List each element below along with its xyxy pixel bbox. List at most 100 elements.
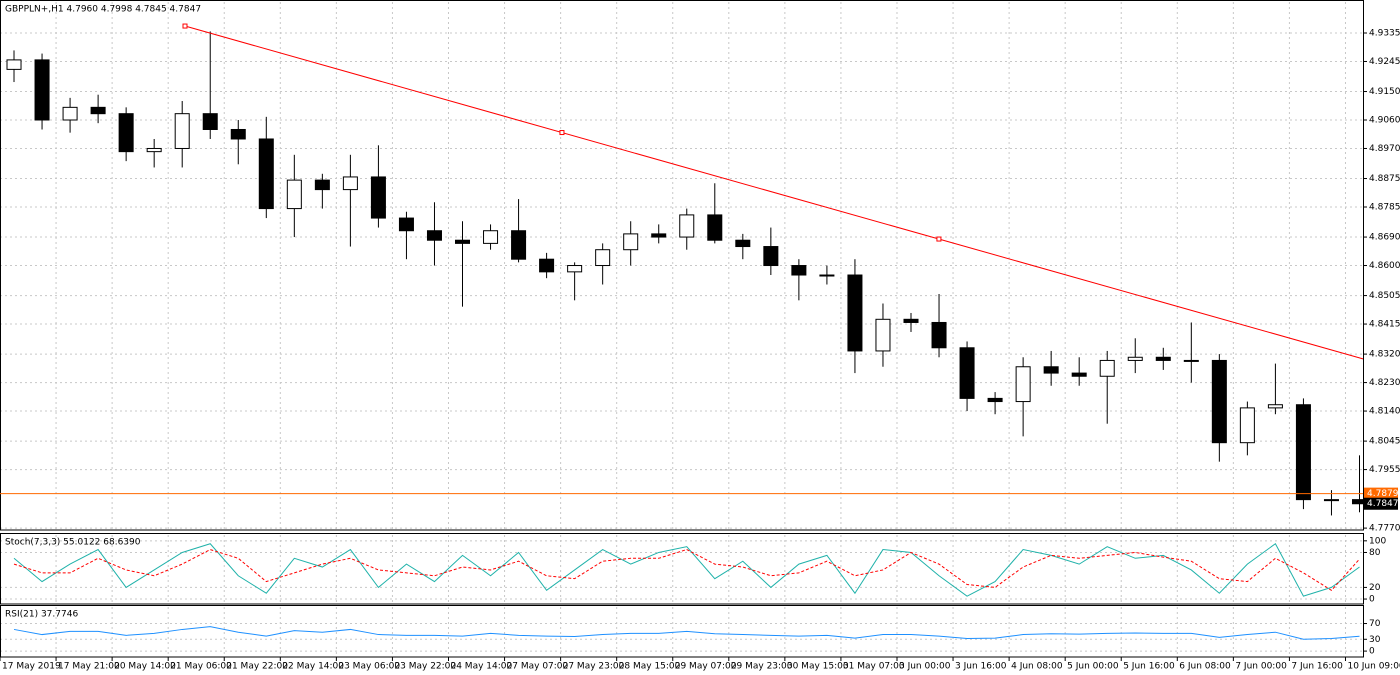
x-tick-label: 4 Jun 08:00 bbox=[1011, 662, 1063, 672]
y-tick-label: 4.8505 bbox=[1369, 291, 1400, 301]
y-tick-label: 4.8045 bbox=[1369, 437, 1400, 447]
y-tick-label: 4.7955 bbox=[1369, 465, 1400, 475]
candle-body bbox=[931, 321, 947, 349]
indicator-line bbox=[13, 549, 1360, 591]
x-tick-label: 28 May 15:00 bbox=[619, 662, 681, 672]
trend-line bbox=[184, 25, 1364, 360]
y-tick-label: 4.9150 bbox=[1369, 87, 1400, 97]
candle-body bbox=[1155, 356, 1171, 361]
x-tick-label: 3 Jun 16:00 bbox=[955, 662, 1007, 672]
y-tick-label: 4.8230 bbox=[1369, 378, 1400, 388]
candle-body bbox=[174, 113, 190, 149]
x-tick-label: 27 May 23:00 bbox=[563, 662, 625, 672]
trend-handle bbox=[559, 130, 565, 136]
candle-body bbox=[539, 258, 555, 273]
y-tick-label: 100 bbox=[1369, 536, 1386, 546]
trend-handle bbox=[936, 236, 942, 242]
y-tick-label: 0 bbox=[1369, 647, 1375, 657]
x-tick-label: 29 May 23:00 bbox=[731, 662, 793, 672]
x-tick-label: 27 May 07:00 bbox=[507, 662, 569, 672]
x-tick-label: 17 May 21:00 bbox=[58, 662, 120, 672]
trend-handle bbox=[182, 23, 188, 29]
candle-body bbox=[286, 179, 302, 210]
y-tick-label: 4.9060 bbox=[1369, 116, 1400, 126]
bid-tag-bg bbox=[1364, 497, 1398, 510]
x-tick-label: 20 May 14:00 bbox=[114, 662, 176, 672]
x-tick-label: 5 Jun 16:00 bbox=[1123, 662, 1175, 672]
candle-body bbox=[62, 106, 78, 121]
bid-tag: 4.7847 bbox=[1367, 499, 1399, 509]
candle-body bbox=[651, 233, 667, 238]
y-tick-label: 4.8415 bbox=[1369, 320, 1400, 330]
y-tick-label: 30 bbox=[1369, 635, 1381, 645]
y-tick-label: 4.7770 bbox=[1369, 524, 1400, 534]
candle-body bbox=[1043, 366, 1059, 374]
y-tick-label: 4.8970 bbox=[1369, 144, 1400, 154]
candle-body bbox=[1323, 499, 1339, 502]
x-tick-label: 7 Jun 00:00 bbox=[1235, 662, 1287, 672]
y-tick-label: 20 bbox=[1369, 583, 1381, 593]
candle-body bbox=[1295, 404, 1311, 501]
x-tick-label: 23 May 06:00 bbox=[338, 662, 400, 672]
candle-body bbox=[6, 59, 22, 70]
candle-body bbox=[1015, 366, 1031, 403]
x-tick-label: 3 Jun 00:00 bbox=[899, 662, 951, 672]
candle-body bbox=[370, 176, 386, 219]
candle-body bbox=[875, 318, 891, 352]
candle-body bbox=[426, 230, 442, 241]
x-tick-label: 31 May 07:00 bbox=[843, 662, 905, 672]
x-tick-label: 21 May 06:00 bbox=[170, 662, 232, 672]
panel-frame bbox=[0, 605, 1364, 658]
y-tick-label: 70 bbox=[1369, 619, 1381, 629]
x-tick-label: 10 Jun 09:00 bbox=[1347, 662, 1400, 672]
candle-body bbox=[735, 239, 751, 248]
candle-body bbox=[819, 274, 835, 277]
candle-body bbox=[314, 179, 330, 191]
candle-body bbox=[90, 106, 106, 115]
candle-body bbox=[903, 318, 919, 323]
y-tick-label: 4.8320 bbox=[1369, 350, 1400, 360]
candle-body bbox=[398, 217, 414, 232]
candle-body bbox=[34, 59, 50, 121]
candle-body bbox=[595, 249, 611, 267]
x-tick-label: 30 May 15:00 bbox=[787, 662, 849, 672]
candle-body bbox=[567, 265, 583, 273]
candle-body bbox=[230, 128, 246, 140]
panel-title: Stoch(7,3,3) 55.0122 68.6390 bbox=[5, 538, 141, 548]
candle-body bbox=[483, 230, 499, 244]
x-tick-label: 5 Jun 00:00 bbox=[1067, 662, 1119, 672]
indicator-line bbox=[13, 542, 1360, 597]
candle-body bbox=[258, 138, 274, 210]
candle-body bbox=[959, 347, 975, 399]
indicator-line bbox=[13, 626, 1360, 640]
candle-body bbox=[1211, 359, 1227, 444]
candle-body bbox=[763, 246, 779, 267]
price-tag: 4.7879 bbox=[1367, 489, 1399, 499]
y-tick-label: 4.8875 bbox=[1369, 174, 1400, 184]
y-tick-label: 4.8600 bbox=[1369, 261, 1400, 271]
candle-body bbox=[1071, 372, 1087, 377]
price-tag-bg bbox=[1364, 487, 1398, 500]
candle-body bbox=[146, 147, 162, 153]
candle-body bbox=[623, 233, 639, 251]
y-tick-label: 0 bbox=[1369, 595, 1375, 605]
panel-frame bbox=[0, 533, 1364, 605]
x-tick-label: 22 May 14:00 bbox=[282, 662, 344, 672]
x-tick-label: 29 May 07:00 bbox=[675, 662, 737, 672]
candle-body bbox=[1239, 407, 1255, 444]
x-tick-label: 7 Jun 16:00 bbox=[1291, 662, 1343, 672]
candle-body bbox=[847, 274, 863, 352]
panel-title: GBPPLN+,H1 4.7960 4.7998 4.7845 4.7847 bbox=[5, 5, 201, 15]
y-tick-label: 4.9245 bbox=[1369, 57, 1400, 67]
x-tick-label: 21 May 22:00 bbox=[226, 662, 288, 672]
candle-body bbox=[1099, 359, 1115, 377]
panel-title: RSI(21) 37.7746 bbox=[5, 610, 78, 620]
y-tick-label: 4.8785 bbox=[1369, 202, 1400, 212]
candle-body bbox=[987, 397, 1003, 403]
y-tick-label: 4.9335 bbox=[1369, 29, 1400, 39]
y-tick-label: 4.8690 bbox=[1369, 233, 1400, 243]
candle-body bbox=[118, 113, 134, 153]
x-tick-label: 24 May 14:00 bbox=[450, 662, 512, 672]
candle-body bbox=[1183, 359, 1199, 362]
